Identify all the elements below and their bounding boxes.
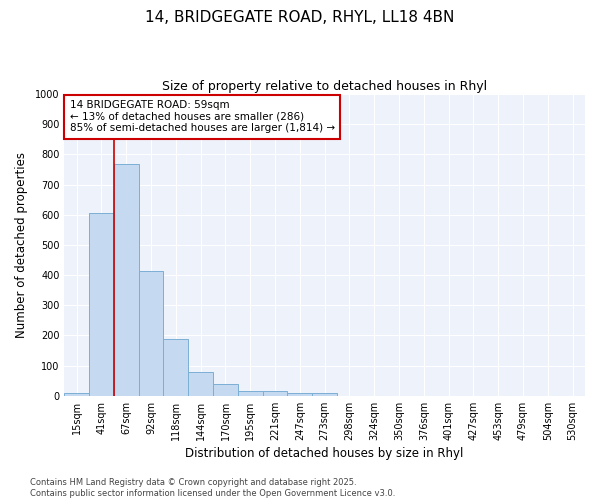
Title: Size of property relative to detached houses in Rhyl: Size of property relative to detached ho… <box>162 80 487 93</box>
Bar <box>213 384 238 396</box>
Text: 14 BRIDGEGATE ROAD: 59sqm
← 13% of detached houses are smaller (286)
85% of semi: 14 BRIDGEGATE ROAD: 59sqm ← 13% of detac… <box>70 100 335 134</box>
Bar <box>312 394 337 396</box>
Bar <box>64 393 89 396</box>
Bar <box>188 372 213 396</box>
Bar <box>263 392 287 396</box>
X-axis label: Distribution of detached houses by size in Rhyl: Distribution of detached houses by size … <box>185 447 464 460</box>
Text: 14, BRIDGEGATE ROAD, RHYL, LL18 4BN: 14, BRIDGEGATE ROAD, RHYL, LL18 4BN <box>145 10 455 25</box>
Text: Contains HM Land Registry data © Crown copyright and database right 2025.
Contai: Contains HM Land Registry data © Crown c… <box>30 478 395 498</box>
Bar <box>238 390 263 396</box>
Bar <box>89 212 114 396</box>
Bar <box>139 271 163 396</box>
Bar <box>114 164 139 396</box>
Bar <box>287 393 312 396</box>
Y-axis label: Number of detached properties: Number of detached properties <box>15 152 28 338</box>
Bar <box>163 338 188 396</box>
